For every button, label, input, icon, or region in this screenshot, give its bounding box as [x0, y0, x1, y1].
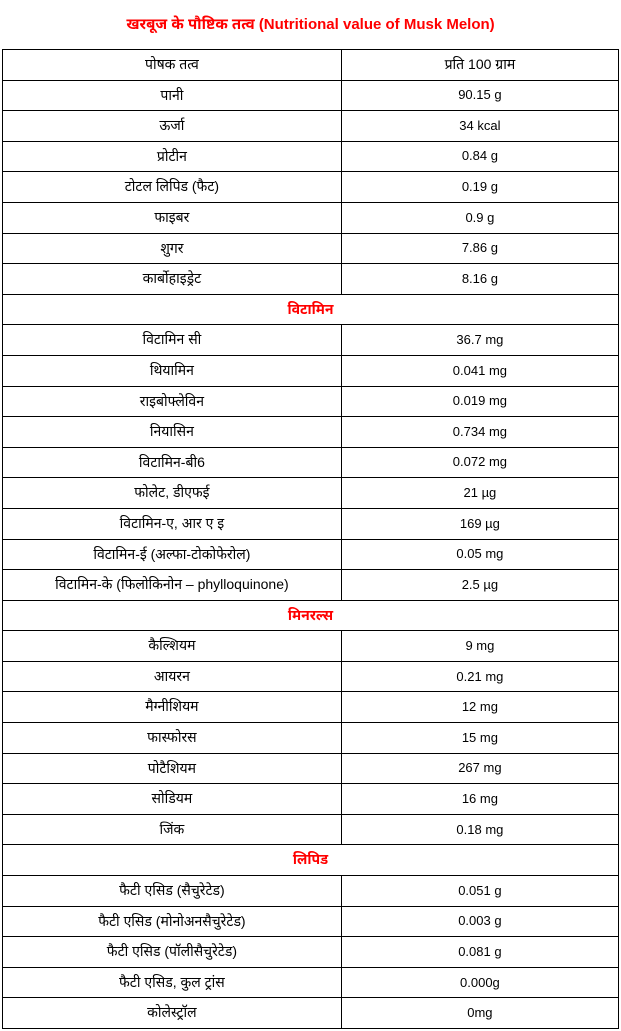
table-row: विटामिन-के (फिलोकिनोन – phylloquinone)2.…	[3, 570, 619, 601]
table-row: विटामिन सी36.7 mg	[3, 325, 619, 356]
nutrient-name: ऊर्जा	[3, 111, 342, 142]
nutrient-value: 90.15 g	[341, 80, 618, 111]
nutrient-value: 0.05 mg	[341, 539, 618, 570]
section-minerals: मिनरल्स	[3, 600, 619, 631]
nutrient-name: राइबोफ्लेविन	[3, 386, 342, 417]
nutrient-name: कोलेस्ट्रॉल	[3, 998, 342, 1029]
table-row: फैटी एसिड (मोनोअनसैचुरेटेड)0.003 g	[3, 906, 619, 937]
nutrient-value: 0.019 mg	[341, 386, 618, 417]
nutrient-value: 0.041 mg	[341, 355, 618, 386]
table-row: सोडियम16 mg	[3, 784, 619, 815]
table-row: नियासिन0.734 mg	[3, 417, 619, 448]
nutrient-value: 16 mg	[341, 784, 618, 815]
table-row: पानी90.15 g	[3, 80, 619, 111]
nutrient-value: 8.16 g	[341, 264, 618, 295]
nutrient-name: जिंक	[3, 814, 342, 845]
nutrient-name: फैटी एसिड (सैचुरेटेड)	[3, 876, 342, 907]
nutrient-value: 0.84 g	[341, 141, 618, 172]
section-vitamins: विटामिन	[3, 294, 619, 325]
table-row: जिंक0.18 mg	[3, 814, 619, 845]
nutrient-name: विटामिन-ए, आर ए इ	[3, 508, 342, 539]
nutrient-value: 34 kcal	[341, 111, 618, 142]
nutrient-name: विटामिन-ई (अल्फा-टोकोफेरोल)	[3, 539, 342, 570]
nutrient-name: फोलेट, डीएफई	[3, 478, 342, 509]
table-row: राइबोफ्लेविन0.019 mg	[3, 386, 619, 417]
table-row: मैग्नीशियम12 mg	[3, 692, 619, 723]
nutrient-name: प्रोटीन	[3, 141, 342, 172]
nutrient-value: 21 µg	[341, 478, 618, 509]
nutrient-value: 0.9 g	[341, 202, 618, 233]
table-row: विटामिन-बी60.072 mg	[3, 447, 619, 478]
nutrient-name: पोटैशियम	[3, 753, 342, 784]
nutrient-name: कार्बोहाइड्रेट	[3, 264, 342, 295]
nutrient-value: 0mg	[341, 998, 618, 1029]
nutrient-name: विटामिन सी	[3, 325, 342, 356]
table-row: फास्फोरस15 mg	[3, 723, 619, 754]
nutrient-name: टोटल लिपिड (फैट)	[3, 172, 342, 203]
nutrient-value: 9 mg	[341, 631, 618, 662]
table-row: विटामिन-ई (अल्फा-टोकोफेरोल)0.05 mg	[3, 539, 619, 570]
table-row: पोटैशियम267 mg	[3, 753, 619, 784]
nutrient-value: 36.7 mg	[341, 325, 618, 356]
nutrient-name: फैटी एसिड, कुल ट्रांस	[3, 967, 342, 998]
table-row: प्रोटीन0.84 g	[3, 141, 619, 172]
table-row: विटामिन-ए, आर ए इ169 µg	[3, 508, 619, 539]
nutrient-name: थियामिन	[3, 355, 342, 386]
nutrient-value: 0.003 g	[341, 906, 618, 937]
nutrient-name: फैटी एसिड (पॉलीसैचुरेटेड)	[3, 937, 342, 968]
nutrient-value: 7.86 g	[341, 233, 618, 264]
nutrient-value: 169 µg	[341, 508, 618, 539]
table-row: ऊर्जा34 kcal	[3, 111, 619, 142]
nutrition-table: खरबूज के पौष्टिक तत्व (Nutritional value…	[2, 2, 619, 1029]
table-row: कार्बोहाइड्रेट8.16 g	[3, 264, 619, 295]
nutrient-name: कैल्शियम	[3, 631, 342, 662]
nutrient-value: 0.081 g	[341, 937, 618, 968]
nutrient-value: 0.000g	[341, 967, 618, 998]
nutrient-name: फैटी एसिड (मोनोअनसैचुरेटेड)	[3, 906, 342, 937]
table-row: फैटी एसिड (सैचुरेटेड)0.051 g	[3, 876, 619, 907]
table-row: फोलेट, डीएफई21 µg	[3, 478, 619, 509]
nutrient-name: नियासिन	[3, 417, 342, 448]
nutrient-name: फाइबर	[3, 202, 342, 233]
nutrient-value: 0.18 mg	[341, 814, 618, 845]
nutrient-value: 15 mg	[341, 723, 618, 754]
nutrient-name: विटामिन-के (फिलोकिनोन – phylloquinone)	[3, 570, 342, 601]
nutrient-value: 12 mg	[341, 692, 618, 723]
nutrient-name: शुगर	[3, 233, 342, 264]
nutrient-name: विटामिन-बी6	[3, 447, 342, 478]
table-row: फैटी एसिड (पॉलीसैचुरेटेड)0.081 g	[3, 937, 619, 968]
nutrient-name: सोडियम	[3, 784, 342, 815]
table-row: टोटल लिपिड (फैट)0.19 g	[3, 172, 619, 203]
header-value: प्रति 100 ग्राम	[341, 50, 618, 81]
nutrient-name: मैग्नीशियम	[3, 692, 342, 723]
section-lipid: लिपिड	[3, 845, 619, 876]
table-row: फाइबर0.9 g	[3, 202, 619, 233]
nutrient-name: फास्फोरस	[3, 723, 342, 754]
table-row: थियामिन0.041 mg	[3, 355, 619, 386]
nutrient-name: आयरन	[3, 661, 342, 692]
table-row: शुगर7.86 g	[3, 233, 619, 264]
table-row: फैटी एसिड, कुल ट्रांस0.000g	[3, 967, 619, 998]
nutrient-value: 0.072 mg	[341, 447, 618, 478]
table-title: खरबूज के पौष्टिक तत्व (Nutritional value…	[3, 2, 619, 50]
nutrient-value: 0.19 g	[341, 172, 618, 203]
nutrition-table-container: खरबूज के पौष्टिक तत्व (Nutritional value…	[0, 0, 621, 1031]
table-row: कोलेस्ट्रॉल0mg	[3, 998, 619, 1029]
table-row: आयरन0.21 mg	[3, 661, 619, 692]
nutrient-name: पानी	[3, 80, 342, 111]
header-nutrient: पोषक तत्व	[3, 50, 342, 81]
table-row: कैल्शियम9 mg	[3, 631, 619, 662]
nutrient-value: 0.734 mg	[341, 417, 618, 448]
nutrient-value: 267 mg	[341, 753, 618, 784]
nutrient-value: 0.21 mg	[341, 661, 618, 692]
nutrient-value: 2.5 µg	[341, 570, 618, 601]
nutrient-value: 0.051 g	[341, 876, 618, 907]
